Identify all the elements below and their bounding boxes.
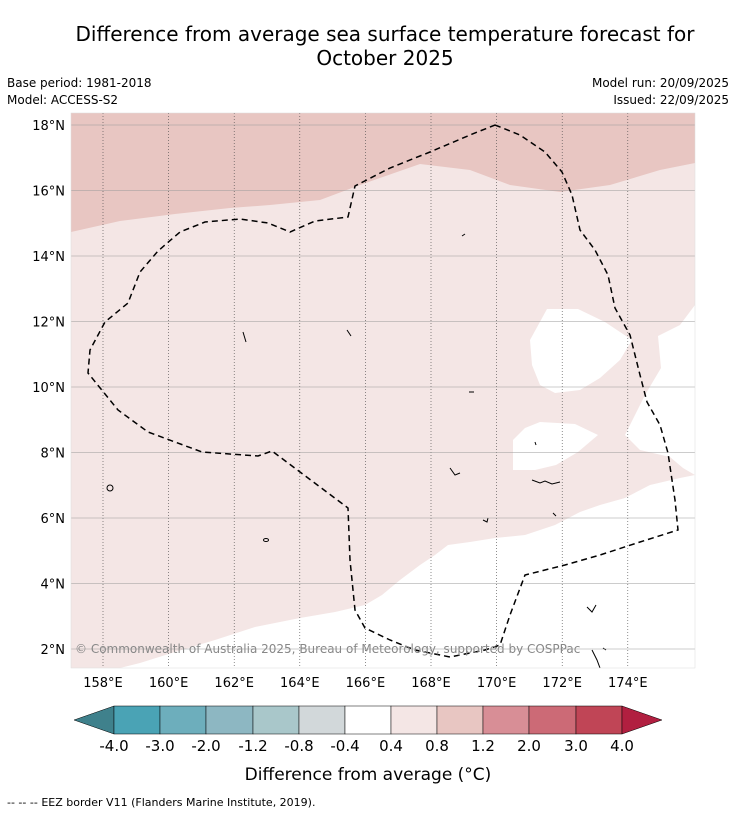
colorbar-segment [482,705,530,735]
colorbar-tick-label: 4.0 [610,737,634,755]
colorbar-tick-label: -0.8 [284,737,313,755]
model-name: Model: ACCESS-S2 [7,93,119,107]
colorbar-segment [344,705,392,735]
latitude-tick-label: 6°N [41,512,66,527]
latitude-tick-label: 8°N [41,447,66,462]
colorbar-tick-label: -4.0 [99,737,128,755]
anomaly-neutral-patch-2 [513,422,598,470]
model-run: Model run: 20/09/2025 [591,76,729,90]
copyright-notice: © Commonwealth of Australia 2025, Bureau… [75,642,580,656]
colorbar-tick-label: -1.2 [238,737,267,755]
latitude-labels: 2°N 4°N 6°N 8°N 10°N 12°N 14°N 16°N 18°N [32,119,65,658]
longitude-tick-label: 168°E [411,676,451,691]
anomaly-neutral-region-east [625,305,695,475]
colorbar-tick-label: 0.8 [425,737,449,755]
colorbar-segment [252,705,300,735]
longitude-tick-label: 166°E [346,676,386,691]
latitude-tick-label: 4°N [41,578,66,593]
map-frame [70,112,696,669]
latitude-tick-label: 2°N [41,643,66,658]
colorbar-extend-high [621,705,663,735]
longitude-tick-label: 160°E [149,676,189,691]
colorbar-tick-label: 1.2 [471,737,495,755]
legend: -- -- -- EEZ border V11 (Flanders Marine… [7,796,315,809]
colorbar-segment [159,705,207,735]
anomaly-0.8-1.2-region [71,113,695,232]
eez-border-legend-text: EEZ border V11 (Flanders Marine Institut… [41,796,316,809]
longitude-tick-label: 158°E [83,676,123,691]
longitude-tick-label: 172°E [542,676,582,691]
colorbar-tick-label: 0.4 [379,737,403,755]
eez-border-line [87,124,679,658]
colorbar-tick-label: 2.0 [517,737,541,755]
colorbar-segment [298,705,346,735]
issued-date: Issued: 22/09/2025 [613,93,729,107]
latitude-tick-label: 18°N [32,119,65,134]
meta-left: Base period: 1981-2018 Model: ACCESS-S2 [7,75,152,109]
latitude-tick-label: 10°N [32,381,65,396]
base-period: Base period: 1981-2018 [7,76,152,90]
graticule [71,113,695,668]
colorbar: -4.0 -3.0 -2.0 -1.2 -0.8 -0.4 0.4 0.8 1.2 2.0 3.0 4… [73,705,663,755]
colorbar-segment [436,705,484,735]
page-title: Difference from average sea surface temp… [75,22,695,70]
colorbar-segment [575,705,623,735]
island-markers [106,233,607,668]
colorbar-tick-label: -2.0 [191,737,220,755]
latitude-tick-label: 12°N [32,316,65,331]
colorbar-tick-label: -3.0 [145,737,174,755]
latitude-tick-label: 16°N [32,185,65,200]
longitude-tick-label: 174°E [608,676,648,691]
meta-right: Model run: 20/09/2025 Issued: 22/09/2025 [592,75,729,109]
longitude-tick-label: 164°E [280,676,320,691]
colorbar-tick-label: 3.0 [564,737,588,755]
latitude-tick-label: 14°N [32,250,65,265]
longitude-labels: 158°E 160°E 162°E 164°E 166°E 168°E 170°E 172°E… [83,676,647,691]
anomaly-neutral-patch-1 [530,309,632,393]
colorbar-tick-label: -0.4 [330,737,359,755]
longitude-tick-label: 170°E [477,676,517,691]
colorbar-segment [205,705,254,735]
longitude-tick-label: 162°E [214,676,254,691]
colorbar-extend-low [73,705,115,735]
anomaly-neutral-region-south [120,475,695,668]
colorbar-segment [390,705,438,735]
colorbar-segment [528,705,577,735]
colorbar-segment [113,705,161,735]
eez-border-legend-symbol: -- -- -- [7,796,38,809]
colorbar-label: Difference from average (°C) [245,765,492,785]
map-area [71,113,695,668]
